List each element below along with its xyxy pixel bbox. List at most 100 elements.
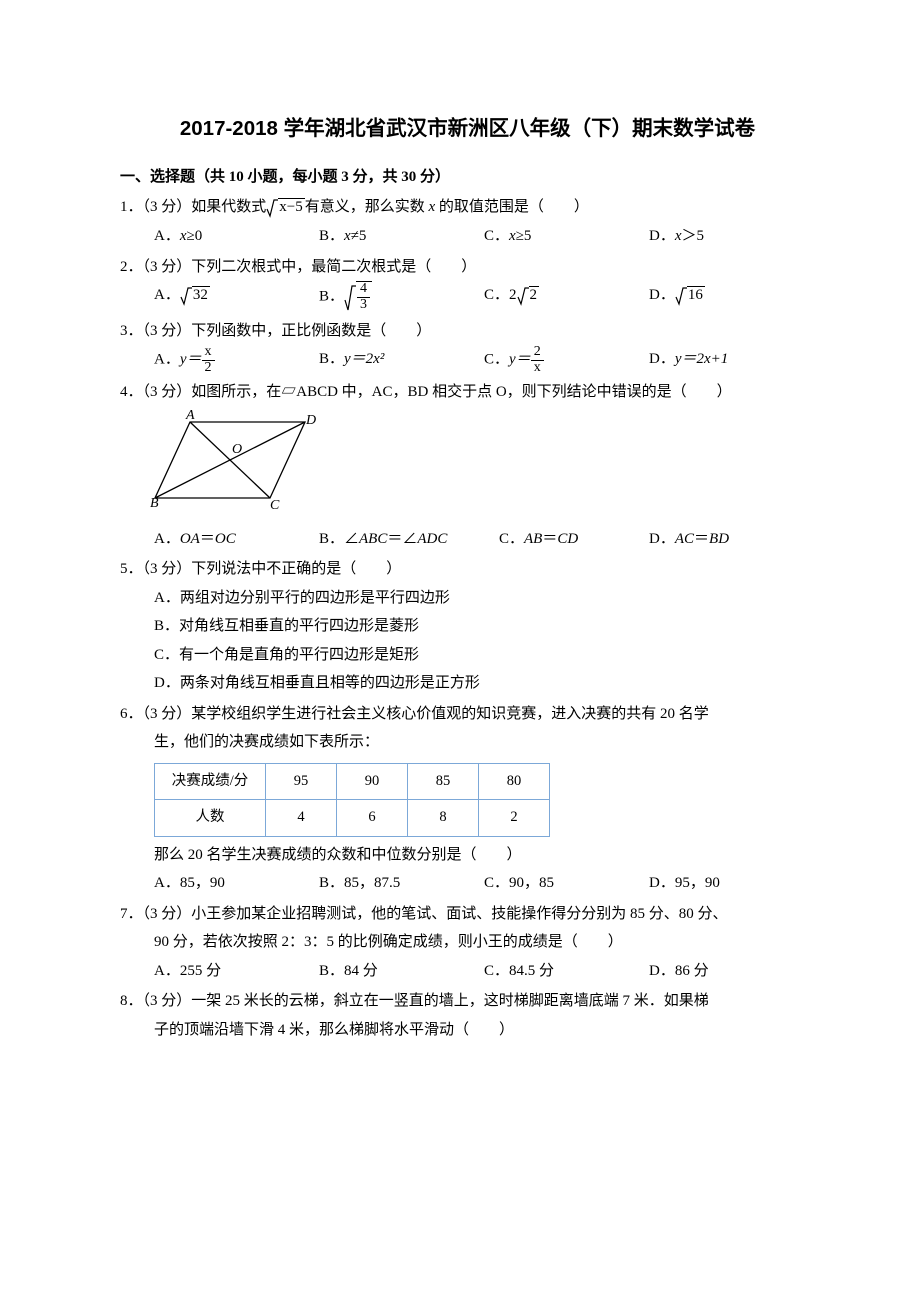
q7-stem1: 7．（3 分）小王参加某企业招聘测试，他的笔试、面试、技能操作得分分别为 85 … <box>120 900 815 929</box>
label-O: O <box>232 442 242 457</box>
td: 6 <box>337 800 408 837</box>
label-C: C <box>270 498 280 510</box>
q6-stem2: 生，他们的决赛成绩如下表所示： <box>120 728 815 757</box>
q7-opt-d: D．86 分 <box>649 957 814 986</box>
sqrt-icon <box>266 194 278 223</box>
q7-opt-a: A．255 分 <box>154 957 319 986</box>
td: 85 <box>408 763 479 800</box>
q2-stem: 2．（3 分）下列二次根式中，最简二次根式是（ ） <box>120 253 815 282</box>
radicand: 32 <box>192 286 210 304</box>
q4-opt-b: B．∠ABC＝∠ADC <box>319 525 499 554</box>
opt-label: A． <box>154 228 180 244</box>
q6-post: 那么 20 名学生决赛成绩的众数和中位数分别是（ ） <box>120 841 815 870</box>
opt-rel: ≠5 <box>351 228 367 244</box>
opt-label: B． <box>319 351 344 367</box>
opt-var: x <box>675 228 682 244</box>
td: 2 <box>479 800 550 837</box>
q1-stem-pre: 1．（3 分）如果代数式 <box>120 199 266 215</box>
q4-stem-text: 4．（3 分）如图所示，在▱ABCD 中，AC，BD 相交于点 O，则下列结论中… <box>120 384 732 400</box>
q4-stem: 4．（3 分）如图所示，在▱ABCD 中，AC，BD 相交于点 O，则下列结论中… <box>120 378 815 407</box>
q1-opt-d: D．x＞5 <box>649 222 814 251</box>
question-5: 5．（3 分）下列说法中不正确的是（ ） A．两组对边分别平行的四边形是平行四边… <box>120 555 815 698</box>
q4-opt-c: C．AB＝CD <box>499 525 649 554</box>
label-A: A <box>185 410 195 423</box>
expr: y＝2x+1 <box>675 351 728 367</box>
lhs: y＝ <box>509 352 531 368</box>
q1-stem-post: 有意义，那么实数 <box>305 199 429 215</box>
q3-stem: 3．（3 分）下列函数中，正比例函数是（ ） <box>120 317 815 346</box>
q3-opt-c: C．y＝2x <box>484 345 649 375</box>
td: 8 <box>408 800 479 837</box>
radicand: 2 <box>529 286 540 304</box>
opt-text: D．AC＝BD <box>649 531 729 547</box>
frac-num: 2 <box>531 345 544 361</box>
frac-den: 2 <box>202 361 215 376</box>
question-2: 2．（3 分）下列二次根式中，最简二次根式是（ ） A．32 B．43 C．22… <box>120 253 815 315</box>
opt-label: D． <box>649 287 675 303</box>
th: 人数 <box>155 800 266 837</box>
frac-den: x <box>531 361 544 376</box>
sqrt-icon <box>517 282 529 311</box>
score-table: 决赛成绩/分 95 90 85 80 人数 4 6 8 2 <box>154 763 550 837</box>
td: 95 <box>266 763 337 800</box>
parallelogram-diagram: A D B C O <box>150 410 815 521</box>
expr: y＝2x² <box>344 351 384 367</box>
question-3: 3．（3 分）下列函数中，正比例函数是（ ） A．y＝x2 B．y＝2x² C．… <box>120 317 815 376</box>
opt-label: A． <box>154 352 180 368</box>
page-title: 2017-2018 学年湖北省武汉市新洲区八年级（下）期末数学试卷 <box>120 110 815 149</box>
q1-opt-a: A．x≥0 <box>154 222 319 251</box>
q3-opt-a: A．y＝x2 <box>154 345 319 375</box>
q7-opt-b: B．84 分 <box>319 957 484 986</box>
q2-opt-d: D． 16 <box>649 281 814 314</box>
opt-rel: ＞5 <box>682 228 705 244</box>
q6-opt-c: C．90，85 <box>484 869 649 898</box>
q5-opt-c: C．有一个角是直角的平行四边形是矩形 <box>120 641 815 670</box>
table-row: 人数 4 6 8 2 <box>155 800 550 837</box>
question-6: 6．（3 分）某学校组织学生进行社会主义核心价值观的知识竞赛，进入决赛的共有 2… <box>120 700 815 898</box>
q6-opt-d: D．95，90 <box>649 869 814 898</box>
opt-text: C．AB＝CD <box>499 531 578 547</box>
q4-opt-d: D．AC＝BD <box>649 525 799 554</box>
opt-label: A． <box>154 287 180 303</box>
frac-num: x <box>202 345 215 361</box>
td: 90 <box>337 763 408 800</box>
radicand: 16 <box>687 286 705 304</box>
q7-opt-c: C．84.5 分 <box>484 957 649 986</box>
label-D: D <box>305 413 316 428</box>
q2-opt-c: C．22 <box>484 281 649 314</box>
sqrt-icon <box>180 282 192 311</box>
frac-num: 4 <box>357 282 370 298</box>
q6-opt-a: A．85，90 <box>154 869 319 898</box>
q5-stem: 5．（3 分）下列说法中不正确的是（ ） <box>120 555 815 584</box>
opt-rel: ≥0 <box>187 228 203 244</box>
q1-opt-c: C．x≥5 <box>484 222 649 251</box>
lhs: y＝ <box>180 352 202 368</box>
opt-label: C． <box>484 352 509 368</box>
q3-opt-d: D．y＝2x+1 <box>649 345 814 375</box>
q6-opt-b: B．85，87.5 <box>319 869 484 898</box>
opt-label: D． <box>649 228 675 244</box>
opt-var: x <box>180 228 187 244</box>
opt-label: C． <box>484 228 509 244</box>
exam-page: 2017-2018 学年湖北省武汉市新洲区八年级（下）期末数学试卷 一、选择题（… <box>0 0 920 1302</box>
question-8: 8．（3 分）一架 25 米长的云梯，斜立在一竖直的墙上，这时梯脚距离墙底端 7… <box>120 987 815 1044</box>
q2-opt-b: B．43 <box>319 281 484 314</box>
q1-radicand: x−5 <box>278 198 304 216</box>
opt-rel: ≥5 <box>516 228 532 244</box>
sqrt-icon <box>344 283 356 312</box>
q3-opt-b: B．y＝2x² <box>319 345 484 375</box>
opt-text: B．∠ABC＝∠ADC <box>319 531 447 547</box>
q5-opt-d: D．两条对角线互相垂直且相等的四边形是正方形 <box>120 669 815 698</box>
q1-stem-end: 的取值范围是（ ） <box>435 199 589 215</box>
question-7: 7．（3 分）小王参加某企业招聘测试，他的笔试、面试、技能操作得分分别为 85 … <box>120 900 815 986</box>
td: 4 <box>266 800 337 837</box>
opt-label: B． <box>319 228 344 244</box>
opt-label: C． <box>484 287 509 303</box>
question-4: 4．（3 分）如图所示，在▱ABCD 中，AC，BD 相交于点 O，则下列结论中… <box>120 378 815 554</box>
opt-label: D． <box>649 351 675 367</box>
q5-opt-a: A．两组对边分别平行的四边形是平行四边形 <box>120 584 815 613</box>
coef: 2 <box>509 287 517 303</box>
q8-stem2: 子的顶端沿墙下滑 4 米，那么梯脚将水平滑动（ ） <box>120 1016 815 1045</box>
opt-text: A．OA＝OC <box>154 531 236 547</box>
radicand: 43 <box>356 281 372 314</box>
